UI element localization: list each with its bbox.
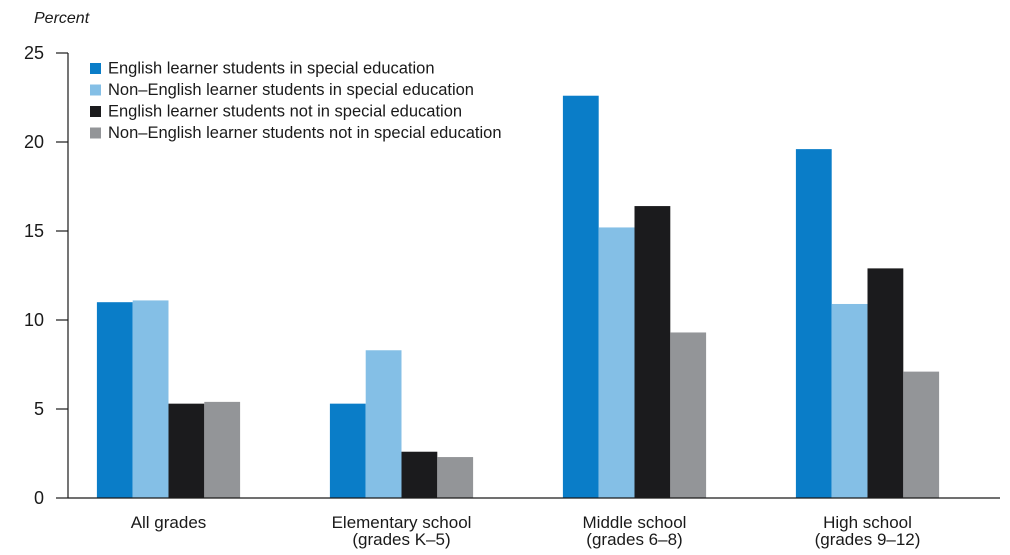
bar	[670, 332, 707, 498]
bar	[562, 95, 599, 498]
x-axis: All grades Elementary school(grades K–5) M…	[68, 497, 1000, 549]
bar	[168, 403, 205, 498]
x-tick-label: (grades 9–12)	[815, 530, 921, 549]
bar	[329, 403, 366, 498]
bar	[598, 227, 635, 498]
legend-entry: English learner students in special educ…	[108, 60, 435, 78]
bar	[831, 303, 868, 498]
x-tick-label: (grades K–5)	[352, 530, 450, 549]
legend-entry: Non–English learner students not in spec…	[108, 124, 502, 142]
legend-entry: Non–English learner students in special …	[108, 81, 474, 99]
y-axis: 0 5 10 15 20 25	[24, 43, 69, 508]
legend-entry: English learner students not in special …	[108, 103, 462, 121]
x-tick-label: Elementary school	[332, 513, 472, 532]
bar	[365, 350, 402, 498]
x-tick-label: All grades	[131, 513, 207, 532]
bar	[634, 206, 671, 498]
x-tick-label: Middle school	[583, 513, 687, 532]
bar	[437, 457, 474, 498]
bar	[903, 371, 940, 498]
bar	[795, 149, 832, 498]
x-tick-label: High school	[823, 513, 912, 532]
y-tick-label: 15	[24, 221, 44, 241]
y-tick-label: 25	[24, 43, 44, 63]
y-tick-label: 20	[24, 132, 44, 152]
bar	[867, 268, 904, 498]
legend-swatch	[90, 106, 101, 117]
bars	[96, 95, 940, 498]
x-tick-label: (grades 6–8)	[586, 530, 682, 549]
bar	[204, 401, 241, 498]
bar	[132, 300, 169, 498]
y-tick-label: 10	[24, 310, 44, 330]
y-tick-label: 0	[34, 488, 44, 508]
legend-swatch	[90, 63, 101, 74]
bar	[96, 302, 133, 498]
y-axis-label: Percent	[34, 10, 90, 27]
legend: English learner students in special educ…	[90, 60, 502, 142]
y-tick-label: 5	[34, 399, 44, 419]
legend-swatch	[90, 127, 101, 139]
legend-swatch	[90, 84, 101, 96]
bar	[401, 451, 438, 498]
